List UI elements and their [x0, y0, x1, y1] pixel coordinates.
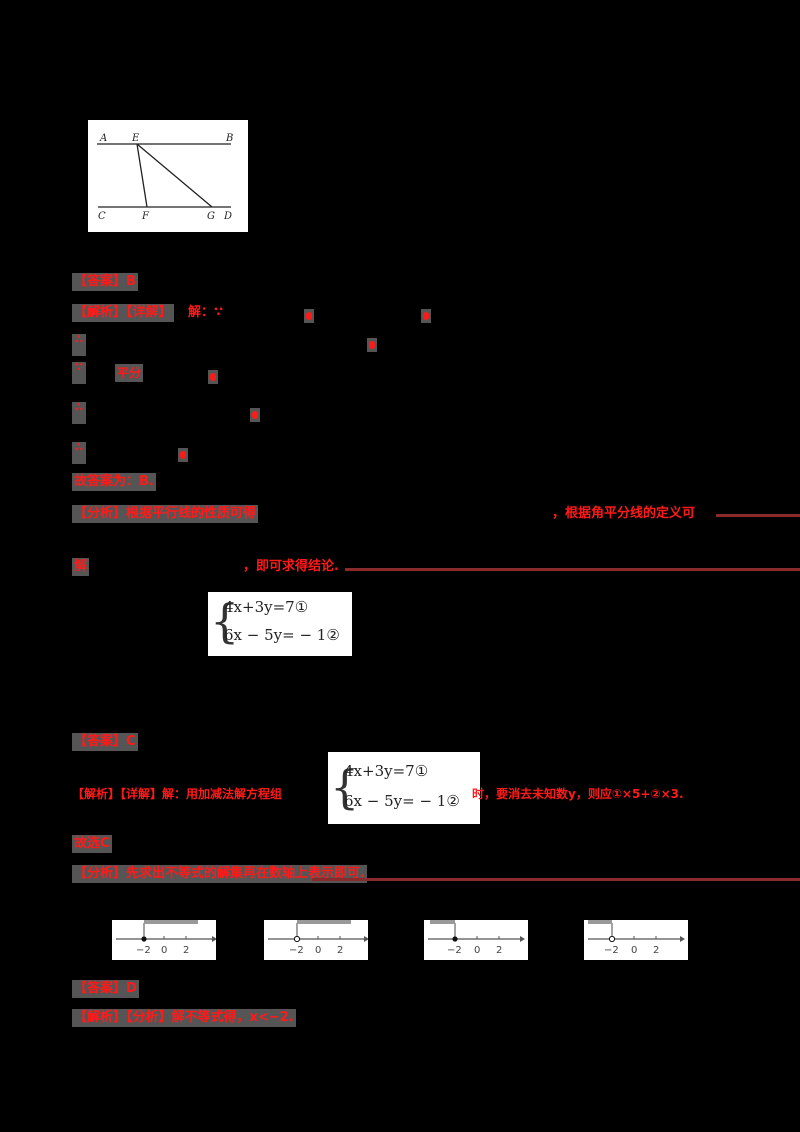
- svg-text:2: 2: [653, 945, 659, 956]
- therefore-symbol: ∴: [72, 441, 86, 464]
- brace-icon: {: [210, 594, 240, 648]
- underline: [716, 514, 800, 517]
- svg-text:−2: −2: [289, 945, 304, 956]
- svg-text:2: 2: [337, 945, 343, 956]
- parallel-lines-diagram: A E B C F G D: [97, 133, 233, 222]
- svg-text:C: C: [98, 211, 106, 222]
- svg-text:0: 0: [161, 945, 167, 956]
- svg-text:−2: −2: [604, 945, 619, 956]
- redacted-fragment: [250, 408, 260, 422]
- svg-text:0: 0: [474, 945, 480, 956]
- svg-text:2: 2: [496, 945, 502, 956]
- svg-text:D: D: [223, 211, 232, 222]
- svg-text:−2: −2: [447, 945, 462, 956]
- redacted-fragment: [208, 370, 218, 384]
- answer-label-q4: 【答案】D: [72, 980, 139, 998]
- svg-text:0: 0: [631, 945, 637, 956]
- svg-text:A: A: [99, 133, 107, 144]
- underline: [345, 568, 800, 571]
- inline-fragment: 平分: [115, 364, 144, 382]
- analysis-line-q2: 【分析】根据平行线的性质可得: [72, 505, 259, 523]
- therefore-symbol: ∴: [72, 401, 86, 424]
- equation-system-inline: { 4x+3y=7① 6x − 5y= − 1②: [328, 752, 480, 824]
- equation-system: { 4x+3y=7① 6x − 5y= − 1②: [208, 592, 352, 656]
- solution-prefix-q2: 解: [72, 558, 90, 576]
- answer-label-q3: 【答案】C: [72, 733, 138, 751]
- analysis-prefix-q3: 【解析】【详解】解：用加减法解方程组: [72, 787, 283, 801]
- number-line-option-a: −2 0 2: [112, 920, 216, 960]
- number-line-option-c: −2 0 2: [424, 920, 528, 960]
- number-line-option-b: −2 0 2: [264, 920, 368, 960]
- svg-text:B: B: [225, 133, 233, 144]
- redacted-fragment: [178, 448, 188, 462]
- equation-line-2: 6x − 5y= − 1②: [224, 626, 340, 644]
- conclusion-q3: 故选C: [72, 835, 112, 853]
- svg-text:2: 2: [183, 945, 189, 956]
- svg-text:−2: −2: [136, 945, 151, 956]
- underline: [312, 878, 800, 881]
- equation-line-1: 4x+3y=7①: [344, 762, 429, 780]
- equation-line-1: 4x+3y=7①: [224, 598, 309, 616]
- conclusion-q1: 故答案为：B.: [72, 473, 156, 491]
- svg-text:0: 0: [315, 945, 321, 956]
- because-symbol: ∵: [72, 361, 86, 384]
- analysis-label-q1: 【解析】【详解】: [72, 304, 174, 322]
- svg-text:G: G: [207, 211, 215, 222]
- redacted-fragment: [304, 309, 314, 323]
- brace-icon: {: [330, 760, 360, 814]
- therefore-symbol: ∴: [72, 333, 86, 356]
- analysis-next: 【分析】先求出不等式的解集再在数轴上表示即可.: [72, 865, 367, 883]
- analysis-q4: 【解析】【分析】解不等式得，x<−2.: [72, 1009, 296, 1027]
- solution-right-q2: ，即可求得结论.: [243, 559, 339, 574]
- analysis-suffix-q3: 时，要消去未知数y，则应①×5+②×3.: [472, 787, 684, 801]
- analysis-tail-q1: 解：∵: [188, 305, 224, 320]
- redacted-fragment: [367, 338, 377, 352]
- number-line-option-d: −2 0 2: [584, 920, 688, 960]
- svg-text:E: E: [131, 133, 140, 144]
- geometry-figure: A E B C F G D: [88, 120, 248, 232]
- analysis-line-q2-right: ，根据角平分线的定义可: [552, 506, 696, 521]
- answer-label-q1: 【答案】B: [72, 273, 138, 291]
- svg-text:F: F: [141, 211, 150, 222]
- equation-line-2: 6x − 5y= − 1②: [344, 792, 460, 810]
- redacted-fragment: [421, 309, 431, 323]
